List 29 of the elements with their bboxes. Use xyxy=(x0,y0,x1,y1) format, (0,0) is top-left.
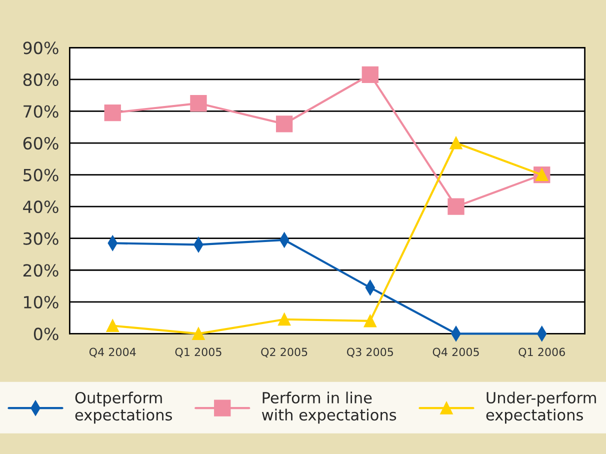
y-tick-label: 90% xyxy=(23,42,58,54)
point xyxy=(276,116,293,132)
y-tick-label: 60% xyxy=(23,136,58,150)
x-tick-label: Q1 2006 xyxy=(518,348,565,358)
point xyxy=(448,198,464,215)
x-tick-label: Q4 2004 xyxy=(89,348,136,358)
legend-label: Perform in line with expectations xyxy=(262,392,396,424)
x-tick-label: Q1 2005 xyxy=(175,348,222,358)
y-tick-label: 30% xyxy=(24,232,58,245)
point xyxy=(106,319,119,332)
point xyxy=(190,94,207,112)
point xyxy=(278,313,291,326)
point xyxy=(104,104,121,122)
y-tick-label: 70% xyxy=(24,105,58,118)
y-tick-label: 80% xyxy=(23,73,58,86)
x-tick-label: Q2 2005 xyxy=(261,348,308,358)
x-tick-label: Q4 2005 xyxy=(432,348,479,358)
x-tick-label: Q3 2005 xyxy=(346,348,394,358)
legend-label: Outperform expectations xyxy=(75,392,172,424)
point xyxy=(362,66,378,84)
y-tick-label: 50% xyxy=(24,168,58,182)
y-tick-label: 0% xyxy=(34,328,58,340)
point xyxy=(192,327,205,340)
y-tick-label: 10% xyxy=(24,296,58,308)
legend-label: Under-perform expectations xyxy=(486,392,596,424)
y-tick-label: 40% xyxy=(23,200,58,214)
y-tick-label: 20% xyxy=(23,264,58,277)
point xyxy=(364,314,376,328)
point xyxy=(450,136,462,150)
